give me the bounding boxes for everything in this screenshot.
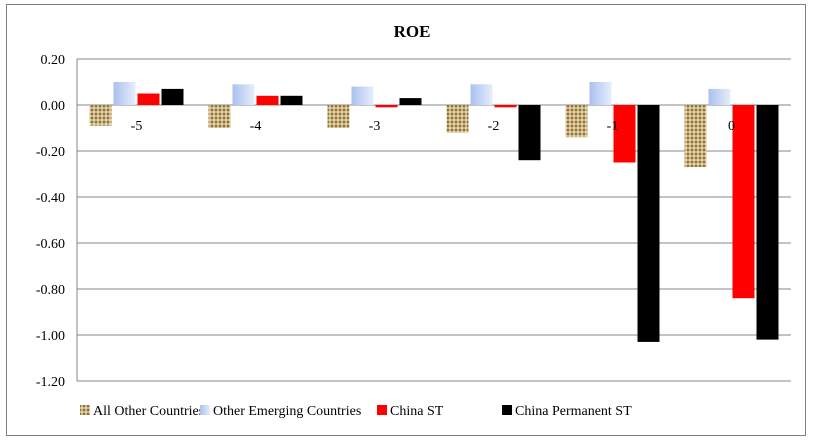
bar-all-other-countries <box>565 105 588 138</box>
legend-swatch <box>377 405 387 415</box>
bar-china-permanent-st <box>161 88 184 105</box>
legend-label: Other Emerging Countries <box>213 404 361 419</box>
x-category-label: -5 <box>131 119 143 134</box>
gridlines <box>76 58 791 382</box>
y-tick-label: -1.20 <box>36 375 65 390</box>
bar-other-emerging-countries <box>589 82 612 105</box>
legend-swatch <box>200 405 210 415</box>
legend-label: China Permanent ST <box>515 404 632 419</box>
bar-china-st <box>732 105 755 299</box>
bar-other-emerging-countries <box>113 82 136 105</box>
bar-all-other-countries <box>89 105 112 126</box>
bar-all-other-countries <box>684 105 707 168</box>
legend-label: All Other Countries <box>93 404 204 419</box>
bar-china-st <box>494 105 517 108</box>
y-tick-label: -0.20 <box>36 145 65 160</box>
bar-china-st <box>613 105 636 163</box>
y-tick-label: 0.20 <box>41 53 66 68</box>
x-category-label: 0 <box>728 119 735 134</box>
bars <box>89 82 779 342</box>
bar-all-other-countries <box>446 105 469 133</box>
y-tick-label: -0.60 <box>36 237 65 252</box>
x-category-label: -4 <box>250 119 262 134</box>
bar-other-emerging-countries <box>351 86 374 105</box>
legend-label: China ST <box>390 404 444 419</box>
bar-all-other-countries <box>208 105 231 128</box>
legend: All Other Countries Other Emerging Countr… <box>80 404 632 419</box>
bar-other-emerging-countries <box>470 84 493 105</box>
legend-swatch <box>502 405 512 415</box>
bar-all-other-countries <box>327 105 350 128</box>
bar-china-permanent-st <box>518 105 541 161</box>
x-category-label: -2 <box>488 119 500 134</box>
roe-bar-chart: ROE 0.20 0.00 -0.20 -0.40 -0.60 -0.80 -1.00 -1.… <box>36 22 791 419</box>
bar-china-permanent-st <box>399 98 422 105</box>
chart-title: ROE <box>394 22 431 41</box>
x-category-label: -3 <box>369 119 381 134</box>
bar-china-st <box>256 95 279 105</box>
x-category-label: -1 <box>607 119 619 134</box>
chart-frame: ROE 0.20 0.00 -0.20 -0.40 -0.60 -0.80 -1.00 -1.… <box>6 4 806 436</box>
y-tick-label: -1.00 <box>36 329 65 344</box>
bar-china-st <box>137 93 160 105</box>
legend-swatch <box>80 405 90 415</box>
bar-china-permanent-st <box>756 105 779 340</box>
bar-other-emerging-countries <box>708 88 731 105</box>
y-tick-label: 0.00 <box>41 99 66 114</box>
y-axis-ticks: 0.20 0.00 -0.20 -0.40 -0.60 -0.80 -1.00 -1.20 <box>36 53 65 390</box>
bar-other-emerging-countries <box>232 84 255 105</box>
bar-china-st <box>375 105 398 108</box>
x-axis-category-labels: -5 -4 -3 -2 -1 0 <box>131 119 735 134</box>
bar-china-permanent-st <box>637 105 660 342</box>
bar-china-permanent-st <box>280 95 303 105</box>
y-tick-label: -0.80 <box>36 283 65 298</box>
y-tick-label: -0.40 <box>36 191 65 206</box>
